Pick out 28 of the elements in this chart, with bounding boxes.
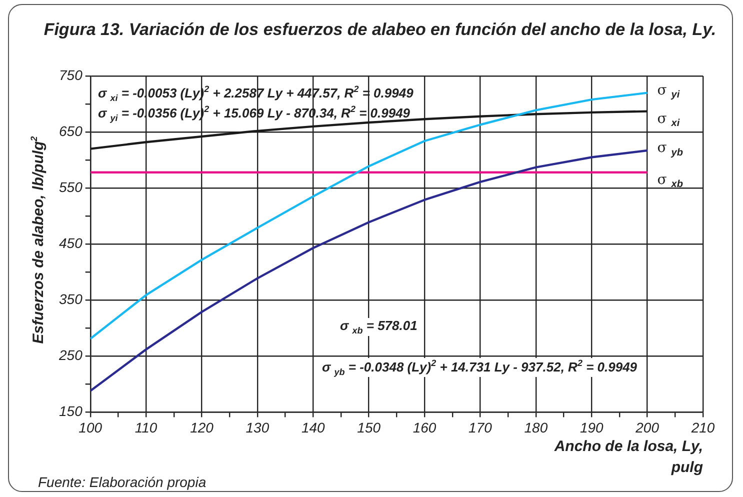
y-tick-label: 550 <box>59 178 83 195</box>
x-tick-label: 150 <box>357 419 381 436</box>
y-tick-label: 750 <box>59 66 83 83</box>
x-tick-label: 170 <box>468 419 492 436</box>
x-tick-label: 180 <box>524 419 548 436</box>
series-label: σ yi <box>657 82 680 101</box>
x-tick-label: 210 <box>690 419 715 436</box>
annotation: σ $_{xb}$ = 578.01 <box>338 318 420 336</box>
x-tick-label: 190 <box>580 419 604 436</box>
y-tick-label: 650 <box>59 122 83 139</box>
source-note: Fuente: Elaboración propia <box>36 474 208 490</box>
x-tick-label: 140 <box>301 419 326 436</box>
x-tick-label: 160 <box>412 419 436 436</box>
annotation: σ $_{yb}$ = -0.0348 (Ly)$^{2}$ + 14.731 Ly - 937.52, R$^{2}$ = 0.9949 <box>320 358 640 377</box>
x-tick-label: 200 <box>634 419 660 436</box>
y-tick-label: 250 <box>58 347 83 364</box>
x-tick-label: 130 <box>246 419 270 436</box>
series-label: σ yb <box>657 140 683 158</box>
x-tick-label: 100 <box>78 419 102 436</box>
series-label: σ xb <box>657 172 683 190</box>
y-tick-label: 450 <box>59 234 83 251</box>
x-tick-label: 110 <box>134 419 158 436</box>
chart-title: Figura 13. Variación de los esfuerzos de alabeo en función del ancho de la losa, Ly. <box>42 19 718 41</box>
series-label: σ xi <box>657 110 680 130</box>
x-axis-title: Ancho de la losa, Ly, pulg <box>553 437 703 478</box>
y-tick-label: 150 <box>59 403 83 420</box>
x-tick-label: 120 <box>190 419 214 436</box>
y-tick-label: 350 <box>59 291 83 308</box>
